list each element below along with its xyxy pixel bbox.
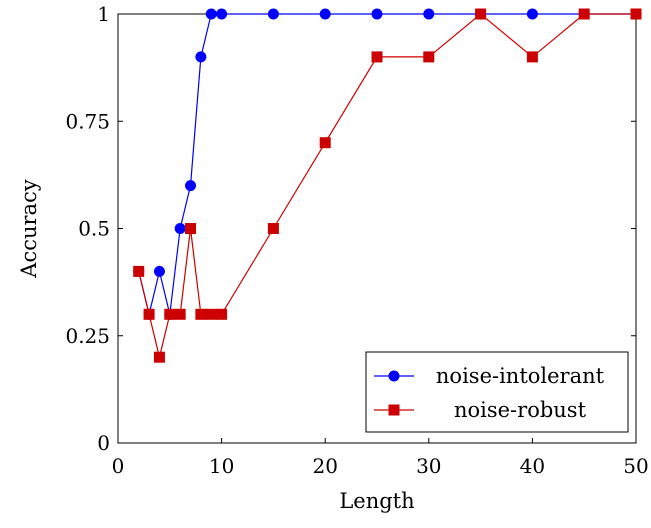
data-point [143,308,155,320]
y-tick-label: 0.5 [78,217,110,241]
data-point [185,180,197,192]
legend-label: noise-robust [454,398,587,422]
data-point [578,8,590,20]
y-tick-label: 0.75 [65,109,110,133]
data-point [185,223,197,234]
y-tick-label: 0.25 [65,324,110,348]
data-point [423,51,435,63]
legend-marker [388,404,400,416]
series-line [138,13,636,315]
data-point [174,308,186,320]
legend-entry: noise-intolerant [374,364,605,388]
data-point [205,8,217,20]
legend-label: noise-intolerant [436,364,605,388]
legend-box [365,351,629,433]
data-point [195,308,207,320]
series-noise-robust [133,8,642,363]
data-point [216,308,228,320]
data-point [205,308,217,320]
legend-marker [388,370,400,382]
x-tick-label: 50 [623,454,648,478]
data-point [630,8,642,20]
legend-entry: noise-robust [374,398,587,422]
y-tick-label: 0 [97,431,110,455]
x-tick-label: 20 [312,454,337,478]
data-point [319,137,331,149]
data-point [526,51,538,63]
data-point [423,8,435,20]
y-axis-label: Accuracy [17,179,41,279]
data-point [371,51,383,63]
x-tick-label: 40 [520,454,545,478]
data-point [164,308,176,320]
x-tick-label: 30 [416,454,441,478]
data-point [153,265,165,277]
data-point [216,8,228,20]
x-tick-label: 10 [209,454,234,478]
series-line [138,13,636,358]
data-point [153,351,165,363]
x-axis-label: Length [339,489,414,513]
legend-entries: noise-intolerant noise-robust [374,364,605,422]
data-point [267,223,279,234]
data-point [133,265,145,277]
x-tick-label: 0 [112,454,125,478]
y-tick-label: 1 [97,2,110,26]
data-point [475,8,487,20]
data-point [526,8,538,20]
plot-area: 0 10 20 30 40 50 0 0.25 0.5 0.75 1 [65,2,648,478]
data-point [319,8,331,20]
data-point [267,8,279,20]
data-point [371,8,383,20]
data-point [174,223,186,234]
data-point [195,51,207,63]
legend: noise-intolerant noise-robust [365,351,629,433]
series-noise-intolerant [133,8,642,320]
